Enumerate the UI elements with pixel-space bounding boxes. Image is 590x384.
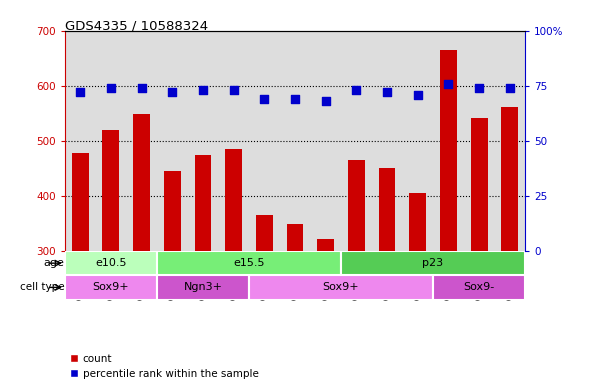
Bar	[249, 275, 433, 300]
Bar	[133, 114, 150, 251]
Point	[168, 89, 177, 96]
Text: GDS4335 / 10588324: GDS4335 / 10588324	[65, 19, 208, 32]
Text: e10.5: e10.5	[95, 258, 127, 268]
Bar	[317, 239, 334, 251]
Text: Ngn3+: Ngn3+	[183, 282, 222, 292]
Point	[198, 87, 208, 93]
Point	[229, 87, 238, 93]
Text: Sox9-: Sox9-	[464, 282, 494, 292]
Text: p23: p23	[422, 258, 444, 268]
Bar	[287, 223, 303, 251]
Bar	[341, 251, 525, 275]
Bar	[72, 153, 88, 251]
Bar	[348, 160, 365, 251]
Bar	[157, 275, 249, 300]
Point	[505, 85, 514, 91]
Bar	[225, 149, 242, 251]
Bar	[440, 50, 457, 251]
Point	[137, 85, 146, 91]
Bar	[433, 275, 525, 300]
Bar	[409, 193, 426, 251]
Bar	[65, 251, 157, 275]
Point	[474, 85, 484, 91]
Bar	[103, 130, 119, 251]
Bar	[157, 251, 341, 275]
Text: Sox9+: Sox9+	[93, 282, 129, 292]
Point	[76, 89, 85, 96]
Bar	[256, 215, 273, 251]
Text: e15.5: e15.5	[233, 258, 265, 268]
Bar	[164, 171, 181, 251]
Point	[352, 87, 361, 93]
Point	[290, 96, 300, 102]
Bar	[65, 275, 157, 300]
Point	[444, 81, 453, 87]
Text: age: age	[44, 258, 64, 268]
Legend: count, percentile rank within the sample: count, percentile rank within the sample	[70, 354, 258, 379]
Bar	[379, 169, 395, 251]
Point	[260, 96, 269, 102]
Bar	[471, 118, 487, 251]
Point	[321, 98, 330, 104]
Text: Sox9+: Sox9+	[323, 282, 359, 292]
Point	[106, 85, 116, 91]
Text: cell type: cell type	[19, 282, 64, 292]
Point	[382, 89, 392, 96]
Bar	[195, 155, 211, 251]
Bar	[502, 107, 518, 251]
Point	[413, 91, 422, 98]
